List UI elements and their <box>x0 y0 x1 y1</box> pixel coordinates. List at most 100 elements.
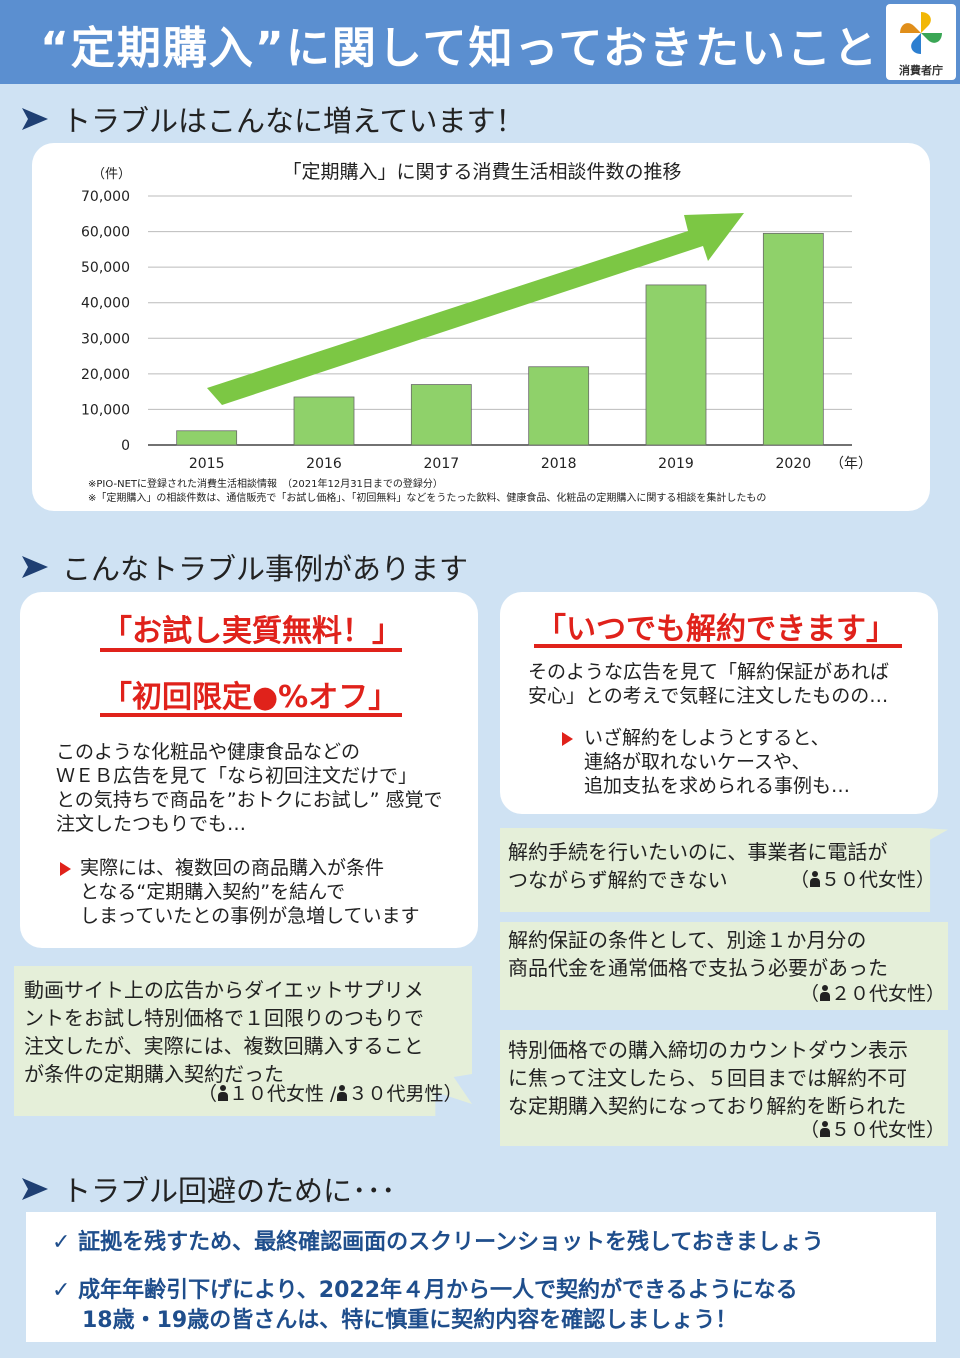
attribution-age: ５０代女性） <box>831 1119 946 1141</box>
person-icon <box>809 871 821 887</box>
y-tick-label: 20,000 <box>81 367 130 383</box>
red-triangle-icon <box>60 862 71 876</box>
case-title-free-trial: 「お試し実質無料！」 <box>102 614 402 649</box>
voice-line: に焦って注文したら、５回目までは解約不可 <box>508 1066 907 1090</box>
y-axis-unit: （件） <box>92 167 131 182</box>
case-body-text: このような化粧品や健康食品などの ＷＥＢ広告を見て「なら初回注文だけで」 との気… <box>56 740 443 836</box>
case-card-cancel-anytime: 「いつでも解約できます」 そのような広告を見て「解約保証があれば 安心」との考え… <box>500 592 938 814</box>
avoidance-tips-box: ✓ 証拠を残すため、最終確認画面のスクリーンショットを残しておきましょう ✓ 成… <box>26 1212 936 1342</box>
agency-logo-icon <box>900 12 942 54</box>
bar <box>762 232 824 446</box>
voice-line: な定期購入契約になっており解約を断られた <box>508 1094 907 1118</box>
case-bullet-text: いざ解約をしようとすると、 連絡が取れないケースや、 追加支払を求められる事例も… <box>584 726 850 798</box>
section-heading-text: トラブルはこんなに増えています！ <box>62 104 525 138</box>
voice-text: 特別価格での購入締切のカウントダウン表示 に焦って注文したら、５回目までは解約不… <box>508 1036 908 1120</box>
section-heading-text: トラブル回避のために･･･ <box>62 1174 396 1208</box>
attribution-age: １０代女性 / <box>229 1083 337 1105</box>
case-title-cancel-anytime: 「いつでも解約できます」 <box>536 612 896 647</box>
voice-bubble <box>500 1030 948 1146</box>
x-tick-label: 2016 <box>306 456 342 472</box>
voice-line: 動画サイト上の広告からダイエットサプリメ <box>24 978 424 1002</box>
bar <box>528 366 590 446</box>
attribution-paren: （ <box>198 1083 218 1105</box>
attribution-paren: （ <box>790 869 810 891</box>
chart-gridlines <box>148 195 852 446</box>
chart-x-ticks: 2015 2016 2017 2018 2019 2020 <box>189 456 811 472</box>
body-line: ＷＥＢ広告を見て「なら初回注文だけで」 <box>56 765 418 787</box>
x-tick-label: 2015 <box>189 456 225 472</box>
y-tick-label: 0 <box>121 438 130 454</box>
voice-bubble <box>500 828 948 912</box>
chart-title: 「定期購入」に関する消費生活相談件数の推移 <box>282 161 681 183</box>
bar <box>410 384 472 446</box>
page-title: “定期購入”に関して知っておきたいこと <box>40 23 879 74</box>
header-banner: “定期購入”に関して知っておきたいこと 消費者庁 <box>0 0 960 84</box>
bullet-line: 連絡が取れないケースや、 <box>584 751 811 773</box>
attribution-age: ２０代女性） <box>831 983 946 1005</box>
attribution-paren: （ <box>800 983 820 1005</box>
x-tick-label: 2020 <box>776 456 812 472</box>
voice-attribution: （ ５０代女性） <box>790 866 935 894</box>
body-line: そのような広告を見て「解約保証があれば <box>528 661 890 683</box>
consultation-bar-chart: 「定期購入」に関する消費生活相談件数の推移 （件） （年） 70,000 60,0… <box>81 161 872 504</box>
bullet-line: 実際には、複数回の商品購入が条件 <box>80 857 385 879</box>
voice-attribution: （ ２０代女性） <box>800 980 945 1008</box>
x-tick-label: 2018 <box>541 456 577 472</box>
voice-line: つながらず解約できない <box>508 868 728 892</box>
trend-arrow-shape <box>207 213 744 405</box>
person-icon <box>819 1121 831 1137</box>
check-icon: ✓ <box>52 1230 71 1255</box>
voice-bubble <box>500 922 948 1010</box>
chart-y-ticks: 70,000 60,000 50,000 40,000 30,000 20,000 10,0… <box>81 189 130 454</box>
agency-logo: 消費者庁 <box>886 4 956 80</box>
agency-logo-text: 消費者庁 <box>899 64 943 77</box>
voice-attribution: （ ５０代女性） <box>800 1116 945 1144</box>
chart-card: 「定期購入」に関する消費生活相談件数の推移 （件） （年） 70,000 60,0… <box>32 143 930 511</box>
bar <box>176 430 238 446</box>
x-axis-unit: （年） <box>830 456 872 472</box>
tip-text-continued: 18歳・19歳の皆さんは、特に慎重に契約内容を確認しましょう！ <box>82 1308 738 1333</box>
y-tick-label: 50,000 <box>81 260 130 276</box>
body-line: との気持ちで商品を”おトクにお試し” 感覚で <box>56 789 443 811</box>
section-heading-text: こんなトラブル事例があります <box>62 552 469 586</box>
case-body-text: そのような広告を見て「解約保証があれば 安心」との考えで気軽に注文したものの… <box>528 660 889 708</box>
tip-item: ✓ 成年年齢引下げにより、2022年４月から一人で契約ができるようになる <box>52 1272 798 1304</box>
red-triangle-icon <box>562 732 573 746</box>
chart-note-definition: ※「定期購入」の相談件数は、通信販売で「お試し価格」、「初回無料」などをうたった… <box>88 491 766 504</box>
y-tick-label: 30,000 <box>81 331 130 347</box>
trend-arrow-icon <box>207 213 744 405</box>
voice-text: 解約保証の条件として、別途１か月分の 商品代金を通常価格で支払う必要があった <box>508 926 888 982</box>
red-underline <box>534 644 902 648</box>
body-line: 注文したつもりでも… <box>56 813 247 835</box>
person-icon <box>217 1085 229 1101</box>
bullet-line: 追加支払を求められる事例も… <box>584 775 851 797</box>
case-title-first-discount: 「初回限定●%オフ」 <box>102 680 399 715</box>
voice-line: 特別価格での購入締切のカウントダウン表示 <box>508 1038 908 1062</box>
chart-bars <box>176 232 824 446</box>
voice-bubble <box>14 966 472 1116</box>
case-bullet-text: 実際には、複数回の商品購入が条件 となる“定期購入契約”を結んで しまっていたと… <box>80 856 420 928</box>
check-icon: ✓ <box>52 1278 71 1303</box>
voice-line: ントをお試し特別価格で１回限りのつもりで <box>24 1006 424 1030</box>
voice-attribution: （ １０代女性 / ３０代男性） <box>198 1080 462 1108</box>
arrow-bullet-icon <box>22 1178 48 1200</box>
person-icon <box>336 1085 348 1101</box>
y-tick-label: 70,000 <box>81 189 130 205</box>
bullet-line: しまっていたとの事例が急増しています <box>80 905 420 927</box>
red-underline <box>100 713 402 717</box>
arrow-bullet-icon <box>22 108 48 130</box>
case-card-trial-offer: 「お試し実質無料！」 「初回限定●%オフ」 このような化粧品や健康食品などの Ｗ… <box>20 592 478 948</box>
person-icon <box>819 985 831 1001</box>
x-tick-label: 2017 <box>424 456 460 472</box>
voice-line: 注文したが、実際には、複数回購入すること <box>24 1034 424 1058</box>
voice-line: 商品代金を通常価格で支払う必要があった <box>508 956 888 980</box>
bullet-line: いざ解約をしようとすると、 <box>584 727 830 749</box>
attribution-paren: （ <box>800 1119 820 1141</box>
attribution-age: ３０代男性） <box>348 1083 463 1105</box>
section-heading-cases: こんなトラブル事例があります <box>22 546 468 588</box>
y-tick-label: 60,000 <box>81 225 130 241</box>
bar <box>293 396 355 446</box>
arrow-bullet-icon <box>22 556 48 578</box>
voice-text: 動画サイト上の広告からダイエットサプリメ ントをお試し特別価格で１回限りのつもり… <box>24 976 424 1088</box>
tip-item: ✓ 証拠を残すため、最終確認画面のスクリーンショットを残しておきましょう <box>52 1224 824 1256</box>
